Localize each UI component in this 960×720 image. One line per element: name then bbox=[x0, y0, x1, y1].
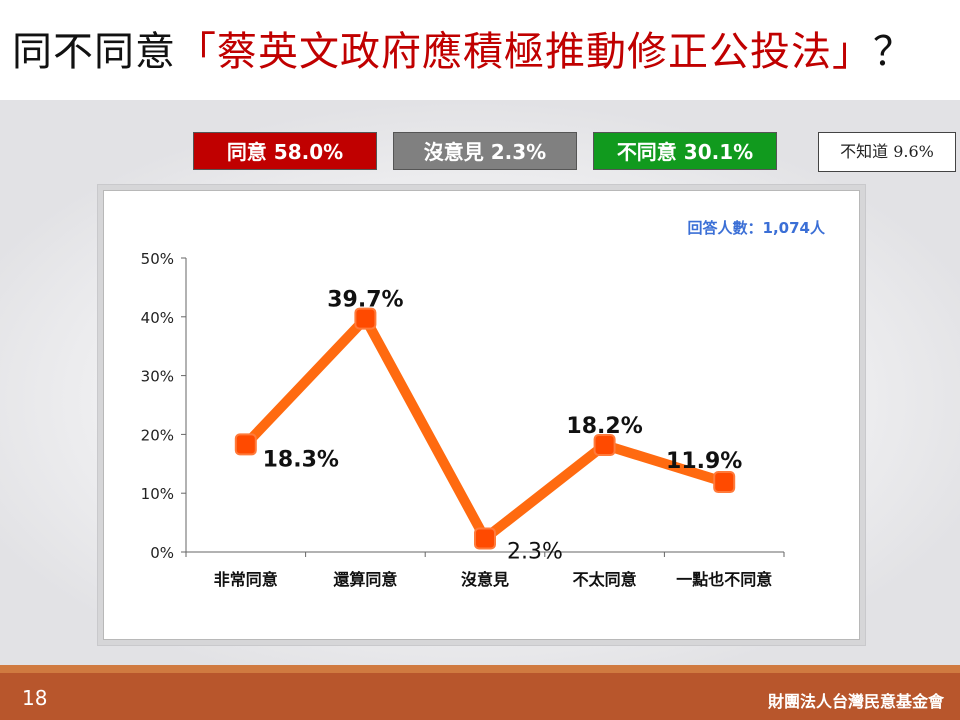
x-tick-labels: 非常同意 還算同意 沒意見 不太同意 一點也不同意 bbox=[214, 570, 772, 589]
data-label: 18.3% bbox=[263, 447, 339, 472]
y-tick-labels: 0% 10% 20% 30% 40% 50% bbox=[141, 250, 174, 562]
title-prefix: 同不同意 bbox=[12, 29, 176, 75]
data-point-marker bbox=[474, 527, 496, 550]
unknown-summary-badge: 不知道 9.6% bbox=[818, 132, 956, 172]
data-labels: 18.3% 39.7% 2.3% 18.2% 11.9% bbox=[263, 288, 743, 565]
data-point-marker bbox=[354, 307, 377, 330]
data-point-marker bbox=[593, 433, 616, 456]
agree-summary-badge: 同意 58.0% bbox=[193, 132, 377, 170]
data-point-marker bbox=[713, 471, 736, 494]
organization-name: 財團法人台灣民意基金會 bbox=[767, 692, 944, 711]
data-label: 18.2% bbox=[566, 414, 642, 439]
y-tick-label: 20% bbox=[141, 426, 174, 444]
x-tick-label: 不太同意 bbox=[573, 570, 637, 589]
respondents-count: 回答人數：1,074人 bbox=[688, 219, 826, 237]
y-tick-label: 30% bbox=[141, 368, 174, 386]
series-markers bbox=[234, 307, 736, 550]
x-tick-label: 還算同意 bbox=[333, 570, 397, 589]
neutral-summary-badge: 沒意見 2.3% bbox=[393, 132, 577, 170]
title-bar: 同不同意「蔡英文政府應積極推動修正公投法」？ bbox=[0, 0, 960, 100]
data-label: 39.7% bbox=[327, 288, 403, 313]
footer-bar bbox=[0, 665, 960, 720]
x-tick-label: 一點也不同意 bbox=[676, 570, 772, 589]
chart-axes bbox=[181, 257, 785, 557]
slide-title: 同不同意「蔡英文政府應積極推動修正公投法」？ bbox=[12, 24, 914, 80]
x-tick-label: 沒意見 bbox=[461, 570, 509, 589]
y-tick-label: 0% bbox=[150, 544, 174, 562]
data-point-marker bbox=[234, 433, 257, 456]
data-label: 2.3% bbox=[507, 539, 563, 564]
series-line bbox=[240, 313, 730, 544]
data-label: 11.9% bbox=[666, 449, 742, 474]
y-tick-label: 10% bbox=[141, 485, 174, 503]
line-chart: 回答人數：1,074人 0% 10% 20% 30% 40% 50% 非常同意 還算同意 沒意… bbox=[141, 219, 826, 589]
title-suffix: ？ bbox=[873, 29, 914, 75]
y-tick-label: 40% bbox=[141, 309, 174, 327]
page-number: 18 bbox=[22, 686, 48, 710]
disagree-summary-badge: 不同意 30.1% bbox=[593, 132, 777, 170]
x-tick-label: 非常同意 bbox=[214, 570, 278, 589]
series-line-path bbox=[240, 313, 730, 544]
chart-panel: 回答人數：1,074人 0% 10% 20% 30% 40% 50% 非常同意 還算同意 沒意… bbox=[103, 190, 860, 640]
y-tick-label: 50% bbox=[141, 250, 174, 268]
title-highlight: 「蔡英文政府應積極推動修正公投法」 bbox=[176, 29, 873, 75]
